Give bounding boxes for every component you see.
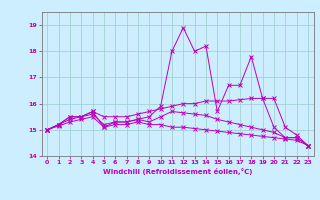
X-axis label: Windchill (Refroidissement éolien,°C): Windchill (Refroidissement éolien,°C) <box>103 168 252 175</box>
